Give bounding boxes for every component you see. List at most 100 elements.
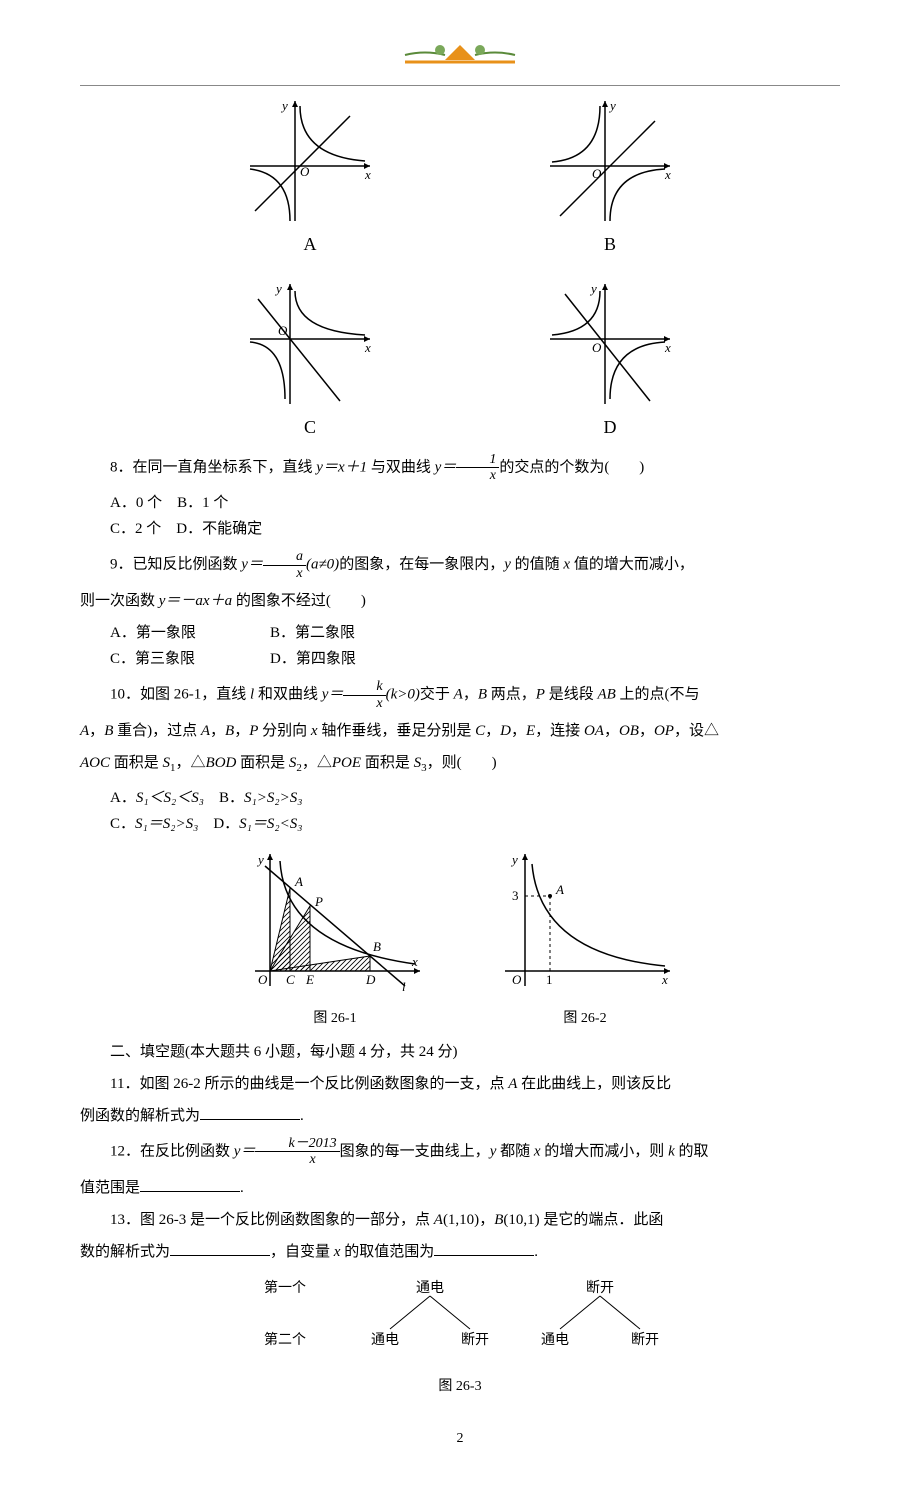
q12-x: x [534, 1143, 541, 1159]
q10-tri3: POE [332, 755, 361, 771]
fig263-label: 图 26-3 [80, 1376, 840, 1398]
q13-coordA: (1,10) [443, 1212, 479, 1228]
q10-pts1: A [454, 686, 463, 702]
q10-fraction: kx [343, 679, 385, 711]
q9-frac-num: a [263, 549, 306, 565]
q10-cond: (k>0) [386, 686, 420, 702]
q10-text-mid3: 两点， [487, 686, 536, 702]
q10-comma4: ， [234, 723, 249, 739]
q12-period: . [240, 1180, 244, 1196]
q10-s3: S [414, 755, 422, 771]
q10-options: A．S₁＜S₂＜S₃ B．S₁>S₂>S₃ C．S₁＝S₂>S₃ D．S₁＝S₂… [110, 786, 840, 836]
q10-pts9: D [500, 723, 511, 739]
q10-frac-num: k [343, 679, 385, 695]
tree-off1: 断开 [586, 1280, 614, 1296]
q8-eq1-lhs: y [316, 459, 323, 475]
q11-l2: 例函数的解析式为 [80, 1108, 200, 1124]
y-axis-label: y [608, 98, 616, 113]
q10-pts6: B [225, 723, 234, 739]
q10-seg: AB [597, 686, 615, 702]
q13-number: 13． [110, 1212, 140, 1228]
figure-row: O C E D A P B x y l 图 26-1 O 3 [80, 846, 840, 1030]
q10-pts8: C [475, 723, 485, 739]
q9-text-mid3: 值的增大而减小， [570, 557, 694, 573]
q10-opt-c-pre: C． [110, 816, 135, 832]
q10-tri1: AOC [80, 755, 110, 771]
fig261-label: 图 26-1 [240, 1008, 430, 1030]
q12-text-mid2: 都随 [496, 1143, 534, 1159]
fig261-P: P [314, 894, 323, 909]
q8-text-pre: 在同一直角坐标系下，直线 [133, 459, 317, 475]
fig262-yval: 3 [512, 888, 519, 903]
q10-opt-d-expr: S₁＝S₂<S₃ [239, 816, 302, 832]
q9-opt-a: A．第一象限 [110, 621, 270, 645]
q10-comma7: ， [604, 723, 619, 739]
tree-on1: 通电 [416, 1280, 444, 1296]
q13-B: B [494, 1212, 503, 1228]
origin-label: O [592, 340, 602, 355]
q10-tri2: BOD [206, 755, 237, 771]
q8-eq1-rhs: ＝x＋1 [323, 459, 367, 475]
x-axis-label: x [664, 167, 671, 182]
tree-row1-label: 第一个 [264, 1279, 306, 1296]
q9-text-mid: 的图象，在每一象限内， [339, 557, 504, 573]
q10-pts10: E [526, 723, 535, 739]
tree-row2-label: 第二个 [264, 1331, 306, 1348]
q8-options: A．0 个 B．1 个 C．2 个 D．不能确定 [110, 491, 840, 541]
q10-comma3: ， [210, 723, 225, 739]
q9-eq-lhs: y＝ [241, 557, 263, 573]
q10-comma1: ， [463, 686, 478, 702]
q9-l2-pre: 则一次函数 [80, 593, 159, 609]
q12-text-pre: 在反比例函数 [140, 1143, 234, 1159]
q12-text-post: 的增大而减小，则 [541, 1143, 669, 1159]
q10-comma8: ， [639, 723, 654, 739]
q9-opts-line2: C．第三象限D．第四象限 [110, 647, 840, 671]
graph-d-label: D [540, 413, 680, 442]
q12-frac-num: k－2013 [255, 1136, 339, 1152]
graph-a: O x y A [240, 96, 380, 259]
q10-seg3: OB [619, 723, 639, 739]
q10-opt-a-expr: S₁＜S₂＜S₃ [136, 790, 204, 806]
fig261-D: D [365, 972, 376, 987]
q11-period: . [300, 1108, 304, 1124]
graph-b: O x y B [540, 96, 680, 259]
q12-eq-lhs: y＝ [234, 1143, 256, 1159]
q13-text-pre: 图 26-3 是一个反比例函数图象的一部分，点 [140, 1212, 434, 1228]
q10-pts4: B [104, 723, 113, 739]
q11-blank [200, 1105, 300, 1120]
fig261-A: A [294, 874, 303, 889]
q13-l2-mid: ，自变量 [270, 1244, 334, 1260]
question-13-line2: 数的解析式为，自变量 x 的取值范围为. [80, 1240, 840, 1264]
fig261-x: x [411, 954, 418, 969]
q8-frac-num: 1 [456, 452, 499, 468]
question-9: 9．已知反比例函数 y＝ax(a≠0)的图象，在每一象限内，y 的值随 x 值的… [80, 549, 840, 581]
y-axis-label: y [274, 281, 282, 296]
q8-fraction: 1x [456, 452, 499, 484]
x-axis-label: x [664, 340, 671, 355]
graph-c-label: C [240, 413, 380, 442]
q10-seg2: OA [584, 723, 604, 739]
header-logo [80, 40, 840, 70]
q10-opt-b-expr: S₁>S₂>S₃ [244, 790, 302, 806]
q10-l3-mid4: ，△ [302, 755, 332, 771]
q8-frac-den: x [456, 468, 499, 483]
figure-26-2: O 3 1 A x y 图 26-2 [490, 846, 680, 1030]
q12-blank [140, 1177, 240, 1192]
graph-a-label: A [240, 230, 380, 259]
section-2-title: 二、填空题(本大题共 6 小题，每小题 4 分，共 24 分) [80, 1040, 840, 1064]
q13-blank1 [170, 1241, 270, 1256]
q13-l2-post: 的取值范围为 [340, 1244, 434, 1260]
q10-var-P: P [536, 686, 545, 702]
q10-text-mid2: 交于 [420, 686, 454, 702]
answer-choice-graphs: O x y A O x y B [200, 96, 720, 442]
q9-opt-c: C．第三象限 [110, 647, 270, 671]
q11-A: A [508, 1076, 517, 1092]
q8-text-post: 的交点的个数为( ) [499, 459, 644, 475]
question-10: 10．如图 26-1，直线 l 和双曲线 y＝kx(k>0)交于 A，B 两点，… [80, 679, 840, 711]
q13-blank2 [434, 1241, 534, 1256]
fig262-x: x [661, 972, 668, 987]
q12-k: k [668, 1143, 675, 1159]
q8-opts-line2: C．2 个 D．不能确定 [110, 517, 840, 541]
q9-opts-line1: A．第一象限B．第二象限 [110, 621, 840, 645]
tree-on2b: 通电 [541, 1332, 569, 1348]
